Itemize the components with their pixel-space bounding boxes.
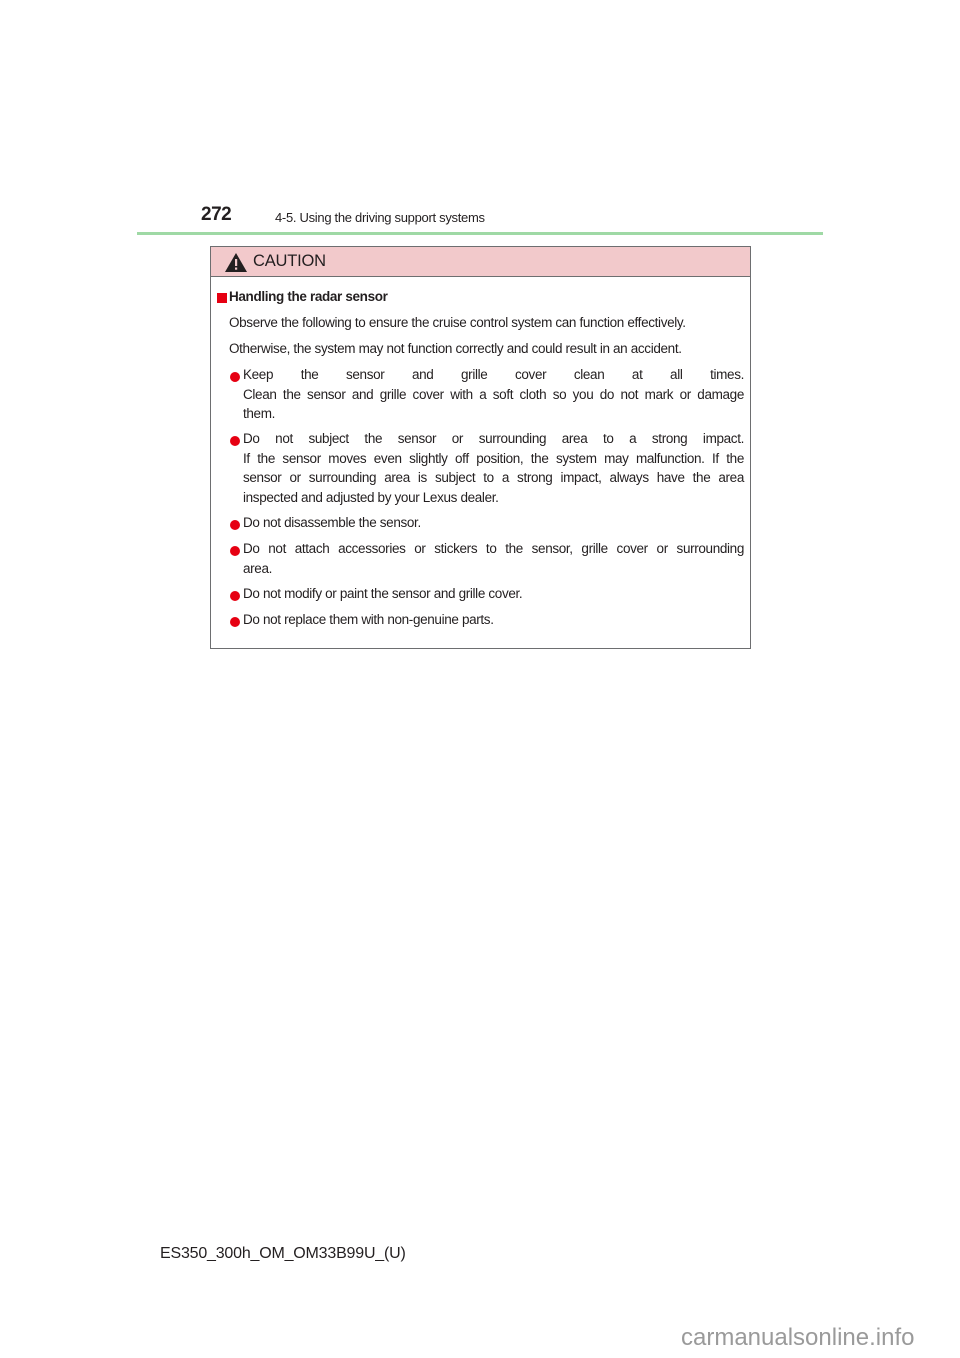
bullet-text: Do not attach accessories or stickers to… (243, 541, 744, 556)
bullet-dot-icon (230, 436, 240, 446)
bullet-text: Do not disassemble the sensor. (243, 515, 421, 530)
bullet-dot-icon (230, 520, 240, 530)
caution-header: CAUTION (211, 247, 750, 277)
warning-triangle-icon (225, 253, 247, 272)
section-heading: Handling the radar sensor (229, 289, 388, 304)
bullet-text: Do not subject the sensor or surrounding… (243, 431, 744, 446)
intro-paragraph: Otherwise, the system may not function c… (229, 341, 682, 356)
bullet-text: Do not replace them with non-genuine par… (243, 612, 494, 627)
document-code: ES350_300h_OM_OM33B99U_(U) (160, 1245, 406, 1262)
intro-paragraph: Observe the following to ensure the crui… (229, 315, 686, 330)
bullet-dot-icon (230, 591, 240, 601)
bullet-dot-icon (230, 372, 240, 382)
bullet-text: Keep the sensor and grille cover clean a… (243, 367, 744, 382)
header-rule (137, 232, 823, 235)
bullet-dot-icon (230, 617, 240, 627)
bullet-dot-icon (230, 546, 240, 556)
bullet-text: area. (243, 560, 273, 576)
bullet-text: inspected and adjusted by your Lexus dea… (243, 489, 499, 505)
bullet-text: Clean the sensor and grille cover with a… (243, 386, 744, 402)
section-title: 4-5. Using the driving support systems (275, 210, 485, 225)
watermark: carmanualsonline.info (681, 1324, 915, 1351)
caution-title: CAUTION (253, 252, 326, 270)
bullet-text: sensor or surrounding area is subject to… (243, 470, 744, 485)
heading-square-icon (217, 293, 227, 303)
bullet-text: If the sensor moves even slightly off po… (243, 450, 744, 466)
page-number: 272 (201, 204, 232, 225)
bullet-text: Do not modify or paint the sensor and gr… (243, 586, 523, 601)
caution-box: CAUTION Handling the radar sensor Observe… (210, 246, 751, 649)
bullet-text: them. (243, 406, 276, 421)
